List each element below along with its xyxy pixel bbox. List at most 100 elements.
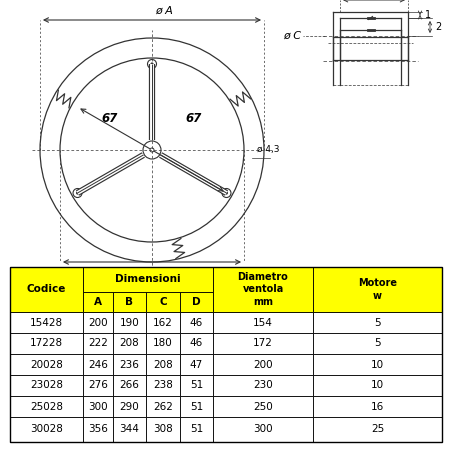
- Bar: [313, 333, 442, 354]
- Bar: [146, 267, 180, 292]
- Bar: [113, 396, 146, 417]
- Bar: [83, 312, 113, 333]
- Bar: [10, 267, 442, 442]
- Bar: [113, 333, 146, 354]
- Bar: [83, 267, 213, 292]
- Circle shape: [151, 63, 153, 65]
- Text: Motore
w: Motore w: [358, 278, 397, 301]
- Bar: [146, 292, 180, 312]
- Text: ø C: ø C: [283, 31, 301, 41]
- Bar: [180, 333, 213, 354]
- Text: 290: 290: [120, 401, 140, 411]
- Bar: [313, 312, 442, 333]
- Bar: [83, 417, 113, 442]
- Text: 308: 308: [153, 424, 173, 435]
- Circle shape: [76, 192, 79, 194]
- Text: 276: 276: [88, 381, 108, 391]
- Bar: [10, 292, 83, 312]
- Bar: [113, 417, 146, 442]
- Text: 67: 67: [102, 112, 118, 125]
- Text: 208: 208: [153, 360, 173, 369]
- Bar: [313, 267, 442, 292]
- Text: Dimensioni: Dimensioni: [115, 274, 181, 284]
- Bar: [146, 396, 180, 417]
- Bar: [113, 354, 146, 375]
- Bar: [113, 292, 146, 312]
- Text: 46: 46: [190, 338, 203, 348]
- Text: 200: 200: [253, 360, 273, 369]
- Text: 236: 236: [120, 360, 140, 369]
- Text: ø A: ø A: [155, 6, 173, 16]
- Bar: [180, 354, 213, 375]
- Text: 172: 172: [253, 338, 273, 348]
- Text: 47: 47: [190, 360, 203, 369]
- Text: 51: 51: [190, 424, 203, 435]
- Text: 5: 5: [374, 318, 381, 328]
- Circle shape: [222, 189, 231, 198]
- Text: 23028: 23028: [30, 381, 63, 391]
- Text: 17228: 17228: [30, 338, 63, 348]
- Bar: [83, 292, 113, 312]
- Bar: [213, 267, 313, 312]
- Bar: [83, 292, 113, 312]
- Bar: [83, 354, 113, 375]
- Bar: [313, 417, 442, 442]
- Bar: [180, 375, 213, 396]
- Bar: [313, 267, 442, 312]
- Bar: [113, 375, 146, 396]
- Bar: [10, 375, 83, 396]
- Bar: [10, 333, 83, 354]
- Bar: [213, 354, 313, 375]
- Text: 15428: 15428: [30, 318, 63, 328]
- Text: 16: 16: [371, 401, 384, 411]
- Text: 262: 262: [153, 401, 173, 411]
- Text: ø 4,3: ø 4,3: [257, 145, 279, 154]
- Bar: [113, 292, 146, 312]
- Bar: [213, 292, 313, 312]
- Bar: [10, 267, 83, 312]
- Bar: [10, 354, 83, 375]
- Text: 46: 46: [190, 318, 203, 328]
- Circle shape: [225, 192, 228, 194]
- Bar: [146, 417, 180, 442]
- Text: 208: 208: [120, 338, 140, 348]
- Bar: [213, 267, 313, 292]
- Text: 51: 51: [190, 401, 203, 411]
- Bar: [213, 417, 313, 442]
- Bar: [180, 267, 213, 292]
- Bar: [180, 292, 213, 312]
- Text: 67: 67: [186, 112, 202, 125]
- Text: 30028: 30028: [30, 424, 63, 435]
- Bar: [10, 396, 83, 417]
- Bar: [113, 267, 146, 292]
- Bar: [83, 333, 113, 354]
- Text: 5: 5: [374, 338, 381, 348]
- Bar: [146, 354, 180, 375]
- Bar: [213, 312, 313, 333]
- Text: 10: 10: [371, 381, 384, 391]
- Text: 10: 10: [371, 360, 384, 369]
- Text: 154: 154: [253, 318, 273, 328]
- Text: 190: 190: [120, 318, 140, 328]
- Circle shape: [73, 189, 82, 198]
- Text: ø B: ø B: [155, 269, 173, 279]
- Text: 25028: 25028: [30, 401, 63, 411]
- Text: 300: 300: [253, 424, 273, 435]
- Text: 246: 246: [88, 360, 108, 369]
- Bar: [113, 312, 146, 333]
- Bar: [313, 396, 442, 417]
- Text: 20028: 20028: [30, 360, 63, 369]
- Bar: [213, 375, 313, 396]
- Text: 200: 200: [88, 318, 108, 328]
- Text: Diametro
ventola
mm: Diametro ventola mm: [238, 272, 288, 307]
- Bar: [313, 292, 442, 312]
- Bar: [83, 396, 113, 417]
- Bar: [83, 267, 113, 292]
- Bar: [313, 375, 442, 396]
- Text: 2: 2: [435, 22, 441, 32]
- Text: 238: 238: [153, 381, 173, 391]
- Bar: [10, 267, 83, 292]
- Bar: [213, 333, 313, 354]
- Bar: [313, 354, 442, 375]
- Text: 222: 222: [88, 338, 108, 348]
